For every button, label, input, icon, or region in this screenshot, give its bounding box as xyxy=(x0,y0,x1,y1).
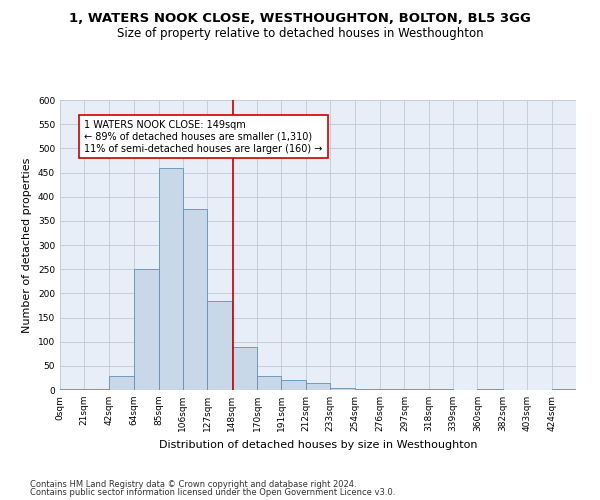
Bar xyxy=(551,389,576,390)
X-axis label: Distribution of detached houses by size in Westhoughton: Distribution of detached houses by size … xyxy=(159,440,477,450)
Bar xyxy=(330,388,355,390)
Text: 1, WATERS NOOK CLOSE, WESTHOUGHTON, BOLTON, BL5 3GG: 1, WATERS NOOK CLOSE, WESTHOUGHTON, BOLT… xyxy=(69,12,531,26)
Bar xyxy=(207,300,232,390)
Text: 1 WATERS NOOK CLOSE: 149sqm
← 89% of detached houses are smaller (1,310)
11% of : 1 WATERS NOOK CLOSE: 149sqm ← 89% of det… xyxy=(85,120,323,154)
Bar xyxy=(404,389,429,390)
Bar xyxy=(257,376,281,390)
Bar xyxy=(134,269,158,390)
Y-axis label: Number of detached properties: Number of detached properties xyxy=(22,158,32,332)
Bar xyxy=(380,389,404,390)
Bar xyxy=(429,389,453,390)
Bar xyxy=(109,376,134,390)
Text: Size of property relative to detached houses in Westhoughton: Size of property relative to detached ho… xyxy=(116,28,484,40)
Bar xyxy=(306,383,330,390)
Text: Contains public sector information licensed under the Open Government Licence v3: Contains public sector information licen… xyxy=(30,488,395,497)
Bar xyxy=(85,389,109,390)
Bar xyxy=(281,380,306,390)
Bar xyxy=(158,168,183,390)
Text: Contains HM Land Registry data © Crown copyright and database right 2024.: Contains HM Land Registry data © Crown c… xyxy=(30,480,356,489)
Bar xyxy=(232,346,257,390)
Bar xyxy=(478,389,503,390)
Bar xyxy=(355,389,380,390)
Bar xyxy=(183,209,207,390)
Bar xyxy=(60,389,85,390)
